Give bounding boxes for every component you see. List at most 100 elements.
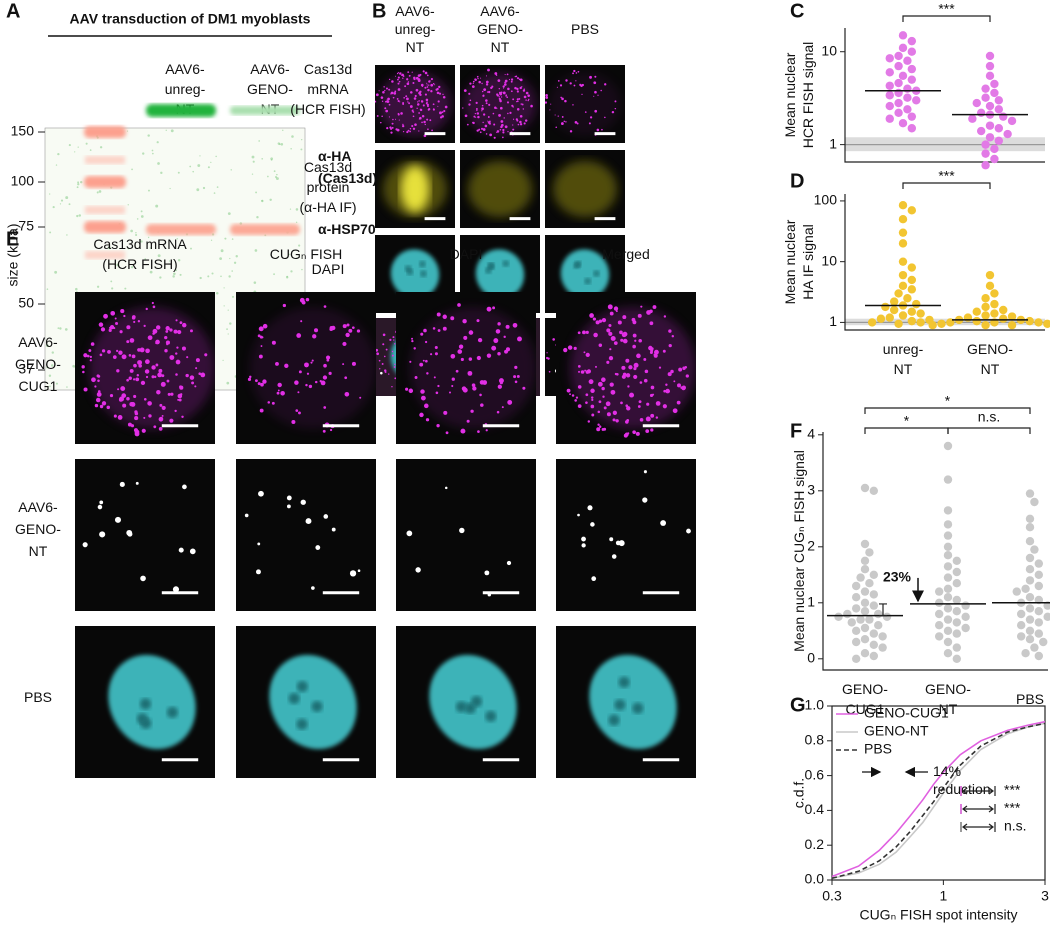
data-point xyxy=(894,78,903,88)
significance-bracket xyxy=(864,407,1031,414)
data-point xyxy=(981,93,990,102)
data-point xyxy=(1034,570,1044,579)
spot xyxy=(488,103,491,106)
spot xyxy=(482,128,486,131)
spot xyxy=(591,576,597,582)
nucleolus xyxy=(608,714,620,726)
row-label-line: mRNA xyxy=(307,81,349,97)
spot xyxy=(179,321,183,325)
spot xyxy=(396,98,399,100)
spot xyxy=(400,112,403,115)
data-point xyxy=(952,556,962,565)
haze xyxy=(464,72,536,136)
data-point xyxy=(999,314,1008,323)
spot xyxy=(414,376,418,379)
spot xyxy=(204,353,208,357)
spot xyxy=(493,338,499,344)
speckle xyxy=(96,285,100,288)
panel-label: D xyxy=(790,170,804,192)
spot xyxy=(428,84,430,86)
spot xyxy=(595,365,597,368)
spot xyxy=(663,389,667,393)
data-point xyxy=(878,632,887,641)
data-point xyxy=(1025,576,1035,585)
data-point xyxy=(961,623,970,633)
spot xyxy=(500,125,503,129)
spot xyxy=(344,376,348,380)
spot xyxy=(82,542,88,548)
spot xyxy=(342,341,347,347)
data-point xyxy=(943,520,953,529)
data-point xyxy=(1007,312,1017,321)
significance-bracket xyxy=(947,427,1031,434)
speckle xyxy=(220,275,222,278)
spot xyxy=(493,136,496,139)
micro-image xyxy=(75,459,215,611)
data-point xyxy=(937,319,946,328)
data-point xyxy=(894,319,903,328)
image-bg xyxy=(556,459,696,611)
spot xyxy=(191,381,195,385)
spot xyxy=(512,124,514,126)
spot xyxy=(622,315,627,320)
spot xyxy=(161,374,165,378)
ladder-faint xyxy=(85,206,125,214)
spot xyxy=(464,114,468,118)
lane-label-line: GENO- xyxy=(247,81,293,97)
lane-label-line: unreg- xyxy=(165,81,206,97)
spot xyxy=(444,486,448,490)
row-label-line: PBS xyxy=(24,689,52,705)
spot xyxy=(506,560,512,566)
spot xyxy=(351,326,355,330)
spot xyxy=(280,391,285,396)
spot xyxy=(394,377,397,380)
spot xyxy=(148,414,152,418)
spot xyxy=(501,406,504,409)
spot xyxy=(378,90,380,92)
spot xyxy=(408,388,414,394)
nucleolus xyxy=(420,270,427,277)
column-label-line: AAV6- xyxy=(480,3,520,19)
spot xyxy=(144,359,150,365)
spot xyxy=(555,126,558,129)
spot xyxy=(640,305,643,308)
spot xyxy=(166,379,170,383)
spot xyxy=(485,429,488,432)
nucleus xyxy=(475,249,525,299)
nucleolus xyxy=(166,706,178,718)
spot xyxy=(415,88,419,92)
annotation-line: reduction xyxy=(933,781,991,797)
spot xyxy=(329,428,333,432)
column-label-line: PBS xyxy=(571,21,599,37)
spot xyxy=(517,336,522,342)
x-tick-label: GENO- NT xyxy=(967,341,1013,377)
image-content xyxy=(82,481,196,593)
spot xyxy=(484,124,488,128)
speckle xyxy=(149,247,152,249)
speckle xyxy=(199,155,201,157)
spot xyxy=(418,100,420,102)
spot xyxy=(475,108,478,110)
spot xyxy=(485,99,488,102)
data-point xyxy=(860,607,870,616)
micro-image xyxy=(545,65,625,143)
data-point xyxy=(894,289,903,298)
spot xyxy=(546,352,548,354)
spot xyxy=(135,377,140,382)
data-point xyxy=(882,612,892,621)
spot xyxy=(262,379,267,384)
haze xyxy=(553,160,617,218)
spot xyxy=(385,100,387,103)
spot xyxy=(392,96,395,99)
spot xyxy=(409,360,412,363)
spot xyxy=(451,377,455,381)
data-point xyxy=(952,579,962,588)
spot xyxy=(284,363,289,368)
spot xyxy=(155,339,160,345)
spot xyxy=(329,327,333,332)
spot xyxy=(620,338,624,342)
spot xyxy=(607,304,613,310)
spot xyxy=(572,72,574,75)
spot xyxy=(127,422,132,427)
spot xyxy=(487,120,489,122)
